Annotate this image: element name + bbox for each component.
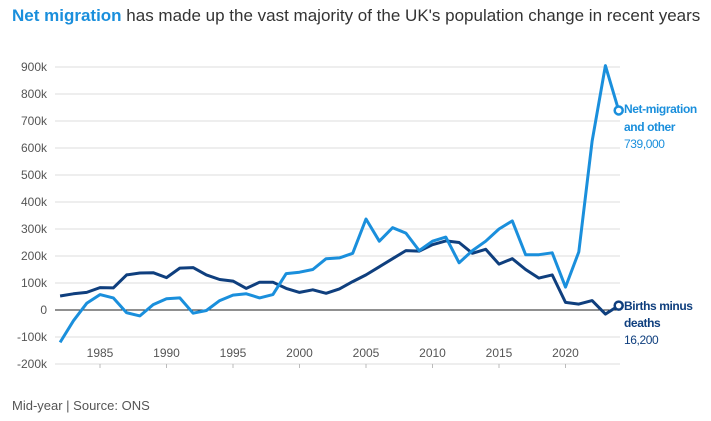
net-migration-end-marker (613, 105, 624, 116)
y-tick-label: 800k (21, 87, 48, 101)
births-minus-deaths-line (59, 239, 620, 316)
y-tick-label: 200k (21, 249, 48, 263)
y-tick-label: 0 (40, 303, 47, 317)
births-label-1: Births minus (624, 299, 693, 313)
y-tick-label: 900k (21, 60, 48, 74)
y-tick-label: 400k (21, 195, 48, 209)
x-tick-label: 2005 (353, 346, 380, 360)
births-end-value: 16,200 (624, 333, 659, 347)
title-rest: has made up the vast majority of the UK'… (121, 6, 701, 25)
y-tick-label: -100k (17, 330, 48, 344)
x-tick-label: 2015 (486, 346, 513, 360)
x-tick-label: 2010 (419, 346, 446, 360)
y-tick-label: 100k (21, 276, 48, 290)
y-tick-label: 600k (21, 141, 48, 155)
chart-title: Net migration has made up the vast major… (12, 4, 702, 27)
x-tick-label: 1990 (153, 346, 180, 360)
y-tick-label: -200k (17, 357, 48, 371)
net-migration-line (58, 64, 621, 344)
net-migration-end-value: 739,000 (624, 137, 665, 151)
x-tick-label: 1995 (220, 346, 247, 360)
x-tick-label: 1985 (87, 346, 114, 360)
x-tick-label: 2020 (552, 346, 579, 360)
births-label-2: deaths (624, 316, 661, 330)
y-tick-label: 300k (21, 222, 48, 236)
x-tick-label: 2000 (286, 346, 313, 360)
y-tick-label: 500k (21, 168, 48, 182)
net-migration-label-1: Net-migration (624, 102, 697, 116)
title-highlight: Net migration (12, 6, 122, 25)
births-minus-deaths-end-marker (613, 300, 624, 311)
y-tick-label: 700k (21, 114, 48, 128)
net-migration-label-2: and other (624, 120, 676, 134)
source-note: Mid-year | Source: ONS (12, 398, 150, 413)
